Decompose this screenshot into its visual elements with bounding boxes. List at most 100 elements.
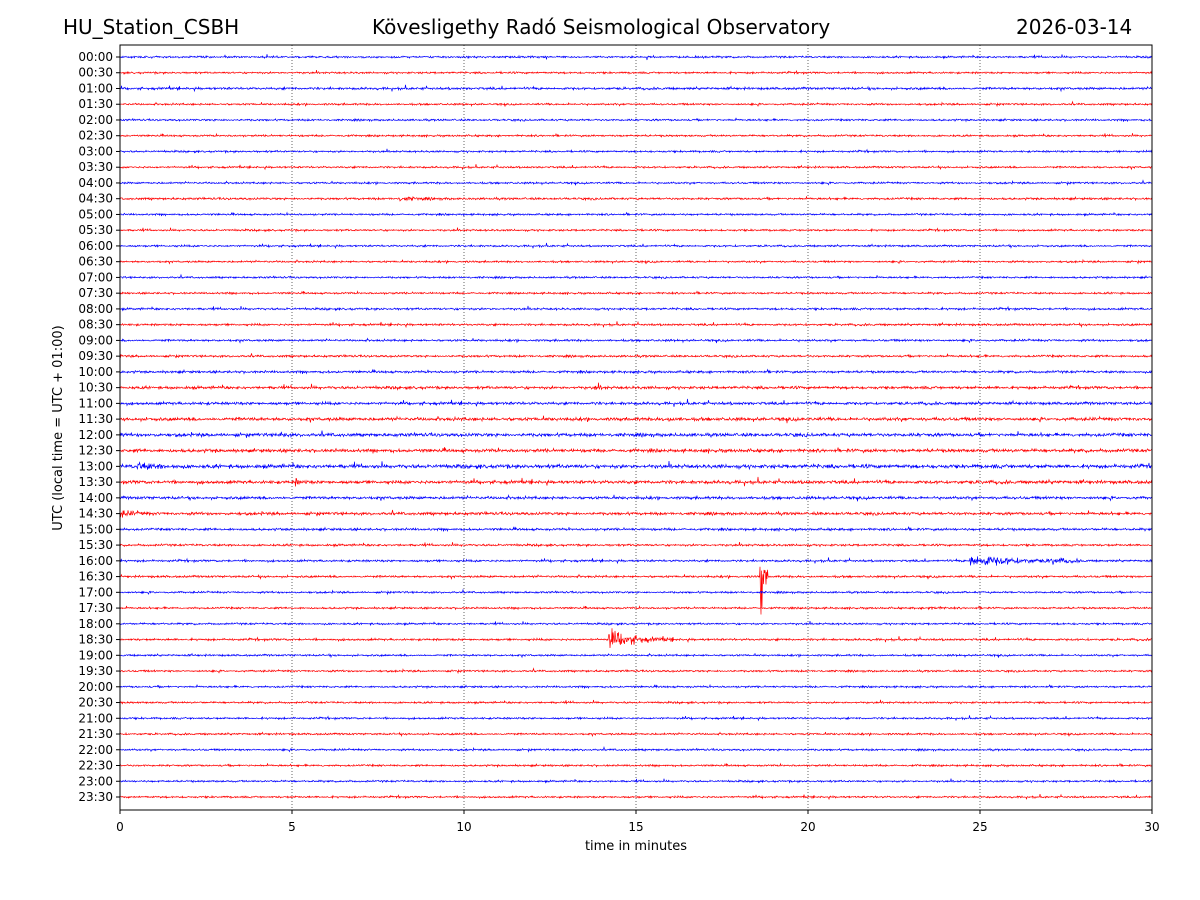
trace-1100	[119, 398, 1153, 407]
trace-0630	[119, 258, 1153, 265]
trace-0300	[119, 148, 1153, 155]
trace-1400	[119, 494, 1153, 502]
trace-1130	[119, 415, 1153, 424]
y-tick-label: 04:30	[78, 192, 113, 206]
y-tick-label: 18:00	[78, 617, 113, 631]
trace-1830	[119, 628, 1153, 649]
y-tick-label: 12:00	[78, 428, 113, 442]
y-tick-label: 22:30	[78, 759, 113, 773]
trace-0400	[119, 179, 1153, 186]
y-tick-label: 21:00	[78, 711, 113, 725]
trace-2230	[119, 762, 1153, 769]
trace-2200	[119, 746, 1153, 753]
x-tick-labels: 0 5 10 15 20 25 30	[116, 810, 1160, 834]
y-tick-label: 16:30	[78, 570, 113, 584]
y-tick-label: 17:30	[78, 601, 113, 615]
trace-0800	[119, 305, 1153, 312]
y-tick-label: 20:00	[78, 680, 113, 694]
y-tick-label: 08:30	[78, 318, 113, 332]
trace-0330	[119, 163, 1153, 171]
trace-0130	[119, 100, 1153, 108]
trace-2300	[119, 778, 1153, 784]
y-tick-label: 13:00	[78, 459, 113, 473]
traces	[119, 54, 1153, 801]
trace-0900	[119, 337, 1153, 344]
y-tick-label: 19:00	[78, 648, 113, 662]
trace-2330	[119, 793, 1153, 801]
trace-0930	[119, 353, 1153, 359]
trace-0730	[119, 290, 1153, 296]
trace-0700	[119, 273, 1153, 281]
y-tick-label: 01:30	[78, 97, 113, 111]
y-tick-label: 16:00	[78, 554, 113, 568]
trace-0230	[119, 132, 1153, 139]
y-tick-label: 12:30	[78, 444, 113, 458]
trace-1500	[119, 526, 1153, 533]
y-tick-label: 07:00	[78, 270, 113, 284]
trace-2130	[119, 731, 1153, 738]
trace-0100	[119, 84, 1153, 93]
trace-0030	[119, 69, 1153, 76]
x-tick-label: 0	[116, 820, 124, 834]
trace-1530	[119, 542, 1153, 548]
y-tick-label: 02:00	[78, 113, 113, 127]
trace-1700	[119, 588, 1153, 596]
x-tick-label: 20	[800, 820, 815, 834]
y-tick-label: 14:00	[78, 491, 113, 505]
trace-1930	[119, 667, 1153, 675]
plot-date: 2026-03-14	[1016, 15, 1133, 39]
y-tick-label: 05:00	[78, 207, 113, 221]
trace-1630	[119, 566, 1153, 615]
y-tick-label: 03:00	[78, 144, 113, 158]
trace-0000	[119, 54, 1153, 61]
y-tick-label: 01:00	[78, 81, 113, 95]
trace-1030	[119, 382, 1153, 391]
trace-0430	[119, 195, 1153, 202]
trace-0600	[119, 242, 1153, 250]
x-tick-label: 25	[972, 820, 987, 834]
y-tick-label: 20:30	[78, 696, 113, 710]
observatory-title: Kövesligethy Radó Seismological Observat…	[372, 15, 831, 39]
trace-0530	[119, 227, 1153, 233]
y-tick-label: 00:30	[78, 66, 113, 80]
trace-2100	[119, 714, 1153, 722]
y-tick-label: 11:30	[78, 412, 113, 426]
y-tick-label: 02:30	[78, 129, 113, 143]
y-tick-label: 07:30	[78, 286, 113, 300]
trace-1430	[119, 509, 1153, 518]
y-tick-label: 05:30	[78, 223, 113, 237]
trace-0200	[119, 117, 1153, 123]
trace-0830	[119, 320, 1153, 329]
y-tick-label: 14:30	[78, 507, 113, 521]
x-tick-label: 15	[628, 820, 643, 834]
y-tick-label: 23:30	[78, 790, 113, 804]
y-tick-label: 06:30	[78, 255, 113, 269]
y-tick-label: 17:00	[78, 585, 113, 599]
trace-1730	[119, 605, 1153, 611]
grid-lines	[291, 45, 981, 810]
y-tick-label: 10:30	[78, 381, 113, 395]
x-tick-label: 30	[1144, 820, 1159, 834]
y-tick-label: 09:30	[78, 349, 113, 363]
y-tick-label: 06:00	[78, 239, 113, 253]
y-tick-label: 11:00	[78, 396, 113, 410]
y-tick-label: 15:00	[78, 522, 113, 536]
trace-2030	[119, 699, 1153, 706]
y-tick-label: 22:00	[78, 743, 113, 757]
y-tick-label: 09:00	[78, 333, 113, 347]
trace-1000	[119, 368, 1153, 375]
y-tick-label: 18:30	[78, 633, 113, 647]
y-tick-label: 23:00	[78, 774, 113, 788]
trace-1330	[119, 476, 1153, 487]
y-tick-label: 15:30	[78, 538, 113, 552]
x-tick-label: 10	[456, 820, 471, 834]
station-name: HU_Station_CSBH	[63, 15, 240, 39]
y-tick-label: 04:00	[78, 176, 113, 190]
trace-0500	[119, 211, 1153, 217]
trace-1600	[119, 556, 1153, 566]
trace-1300	[119, 460, 1153, 471]
y-tick-label: 03:30	[78, 160, 113, 174]
x-tick-label: 5	[288, 820, 296, 834]
y-tick-label: 00:00	[78, 50, 113, 64]
